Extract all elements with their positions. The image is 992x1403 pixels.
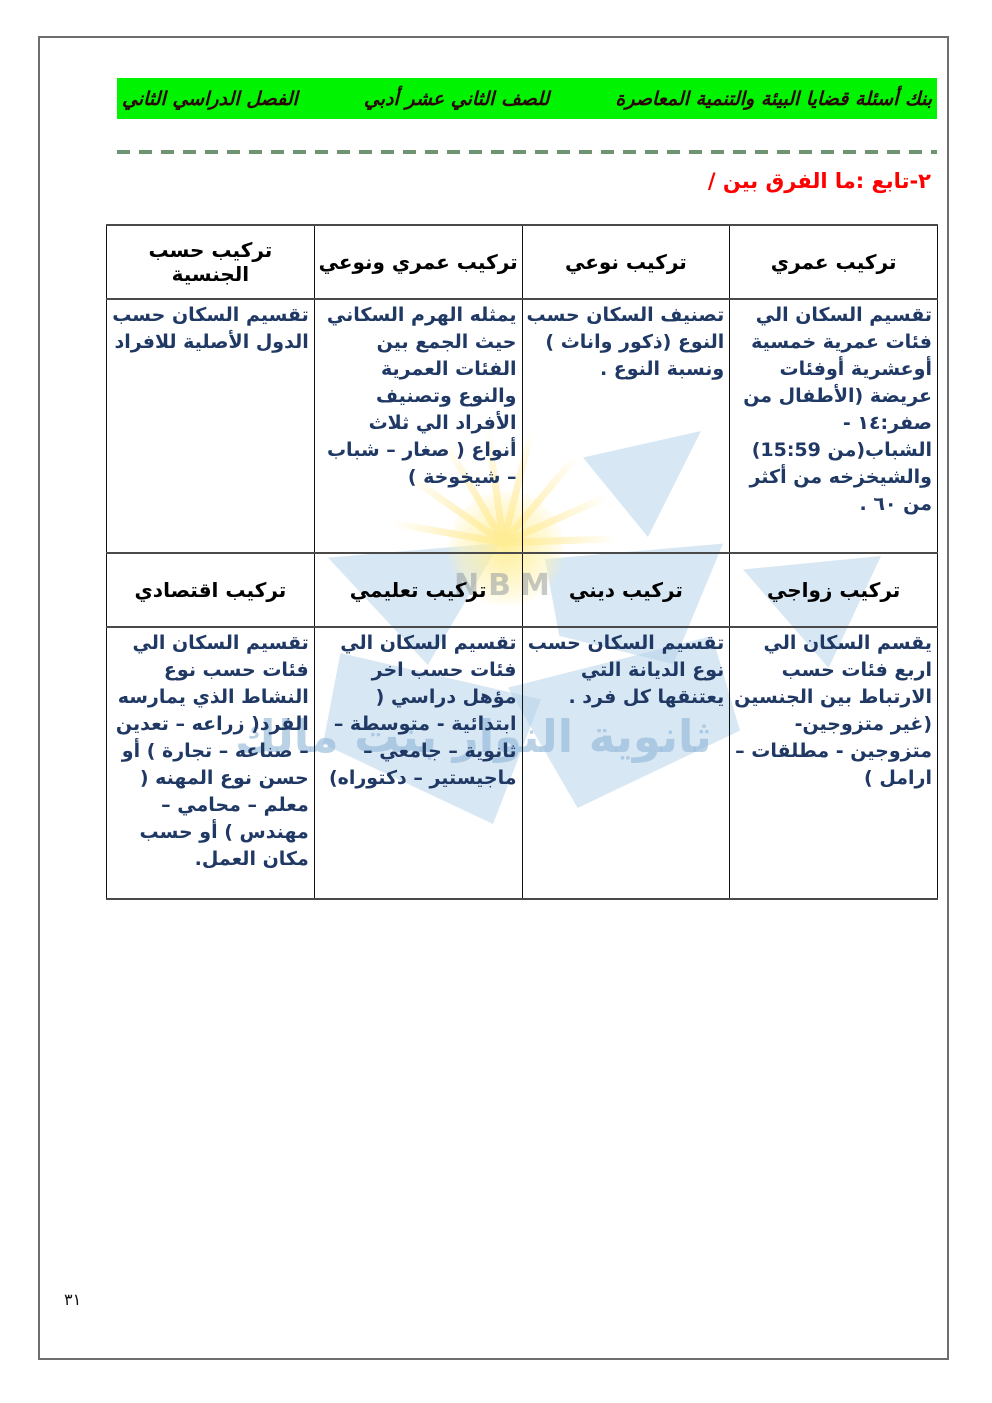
column-header-nationality-structure: تركيب حسب الجنسية: [106, 224, 315, 300]
cell-marital-structure: يقسم السكان الي اربع فئات حسب الارتباط ب…: [729, 626, 938, 900]
cell-sex-structure: تصنيف السكان حسب النوع (ذكور واناث ) ونس…: [521, 298, 731, 554]
table-header-row: تركيب عمري تركيب نوعي تركيب عمري ونوعي ت…: [106, 224, 938, 300]
column-header-age-sex-structure: تركيب عمري ونوعي: [313, 224, 523, 300]
table-row: يقسم السكان الي اربع فئات حسب الارتباط ب…: [106, 626, 938, 900]
cell-religious-structure: تقسيم السكان حسب نوع الديانة التي يعتنقه…: [521, 626, 731, 900]
column-header-religious-structure: تركيب ديني: [521, 552, 731, 628]
header-title-grade: للصف الثاني عشر أدبي: [363, 87, 550, 110]
column-header-marital-structure: تركيب زواجي: [729, 552, 938, 628]
comparison-table: تركيب عمري تركيب نوعي تركيب عمري ونوعي ت…: [106, 224, 938, 900]
section-heading: ٢-تابع :ما الفرق بين /: [707, 169, 931, 193]
cell-educational-structure: تقسيم السكان الي فئات حسب اخر مؤهل دراسي…: [313, 626, 523, 900]
cell-age-sex-structure: يمثله الهرم السكاني حيث الجمع بين الفئات…: [313, 298, 523, 554]
cell-age-structure: تقسيم السكان الي فئات عمرية خمسية أوعشري…: [729, 298, 938, 554]
table-header-row: تركيب زواجي تركيب ديني تركيب تعليمي تركي…: [106, 552, 938, 628]
header-title-subject: بنك أسئلة قضايا البيئة والتنمية المعاصرة: [615, 87, 932, 110]
page-number: ٣١: [64, 1290, 82, 1309]
cell-economic-structure: تقسيم السكان الي فئات حسب نوع النشاط الذ…: [106, 626, 315, 900]
header-bar: بنك أسئلة قضايا البيئة والتنمية المعاصرة…: [117, 78, 937, 119]
column-header-sex-structure: تركيب نوعي: [521, 224, 731, 300]
document-page: NBM ثانوية النوار بنت مالك بنك أسئلة قضا…: [38, 36, 949, 1360]
table-row: تقسيم السكان الي فئات عمرية خمسية أوعشري…: [106, 298, 938, 554]
cell-nationality-structure: تقسيم السكان حسب الدول الأصلية للافراد: [106, 298, 315, 554]
header-title-semester: الفصل الدراسي الثاني: [122, 87, 298, 110]
column-header-age-structure: تركيب عمري: [729, 224, 938, 300]
column-header-economic-structure: تركيب اقتصادي: [106, 552, 315, 628]
column-header-educational-structure: تركيب تعليمي: [313, 552, 523, 628]
dashed-separator: [117, 150, 937, 154]
